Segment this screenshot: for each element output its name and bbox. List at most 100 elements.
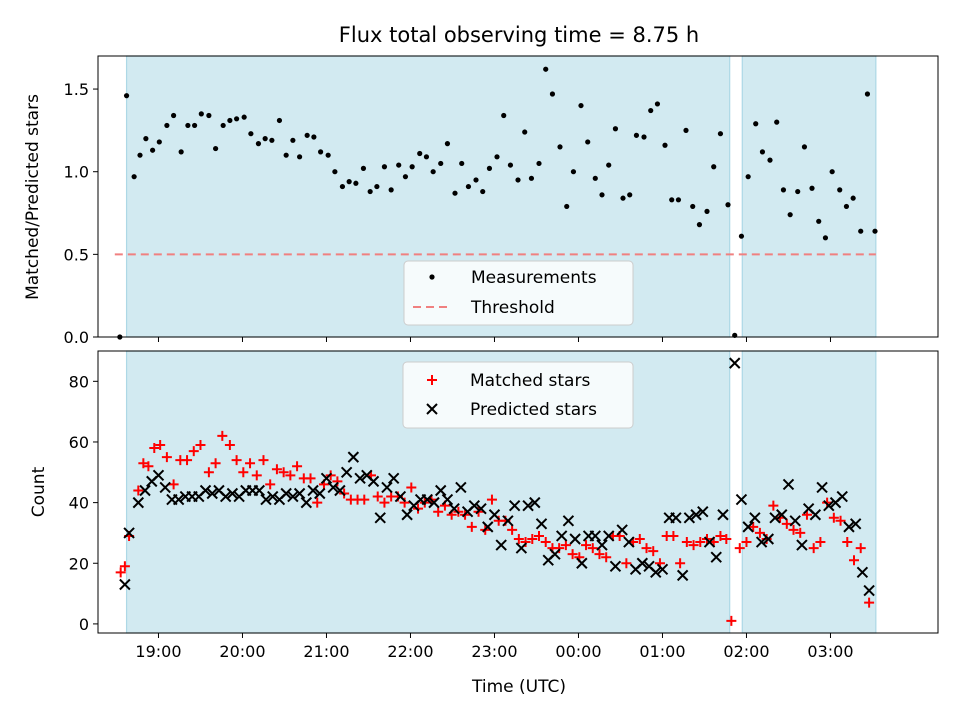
matched-star-point	[681, 537, 692, 548]
x-tick-label: 02:00	[723, 642, 769, 661]
predicted-star-point	[703, 536, 716, 548]
matched-star-point	[406, 482, 417, 493]
predicted-star-point	[280, 487, 292, 500]
measurement-point	[592, 175, 598, 181]
matched-star-point	[231, 455, 242, 466]
predicted-star-point	[482, 521, 494, 533]
predicted-star-point	[623, 536, 635, 548]
predicted-star-point	[502, 515, 514, 527]
matched-star-point	[379, 497, 390, 508]
measurement-point	[255, 141, 262, 147]
measurement-point	[557, 144, 563, 150]
measurement-point	[409, 164, 415, 170]
measurement-point	[227, 117, 233, 124]
measurement-point	[430, 169, 436, 175]
predicted-star-point	[749, 512, 761, 524]
measurement-point	[137, 152, 143, 158]
matched-star-point	[855, 543, 866, 554]
matched-star-point	[715, 530, 726, 541]
measurement-point	[262, 136, 268, 142]
predicted-star-point	[287, 490, 299, 503]
measurement-point	[801, 144, 808, 150]
matched-star-point	[119, 561, 130, 572]
matched-star-point	[195, 440, 206, 450]
predicted-star-point	[468, 499, 481, 512]
predicted-star-point	[219, 490, 232, 503]
predicted-star-point	[401, 509, 413, 521]
predicted-star-point	[522, 499, 534, 512]
matched-star-point	[520, 537, 531, 548]
predicted-star-point	[729, 357, 741, 369]
predicted-star-point	[226, 487, 239, 500]
matched-star-point	[688, 540, 699, 551]
measurement-point	[304, 132, 310, 138]
matched-star-point	[781, 518, 792, 529]
matched-star-point	[210, 458, 221, 469]
measurement-point	[787, 212, 793, 218]
predicted-star-point	[327, 481, 339, 494]
matched-star-point	[203, 467, 214, 478]
measurement-point	[829, 169, 835, 175]
measurement-point	[480, 188, 486, 195]
matched-star-point	[808, 543, 819, 554]
matched-star-point	[641, 543, 652, 554]
measurement-point	[283, 152, 289, 158]
legend-measurements-label: Measurements	[471, 268, 597, 288]
matched-star-point	[560, 540, 571, 551]
top-observing-window	[741, 55, 877, 338]
matched-star-point	[621, 558, 632, 569]
measurement-point	[683, 127, 689, 133]
measurement-point	[381, 164, 388, 170]
measurement-point	[536, 160, 542, 167]
measurement-point	[599, 192, 605, 198]
predicted-star-point	[616, 524, 628, 536]
matched-star-point	[278, 467, 289, 478]
predicted-star-point	[199, 484, 212, 497]
measurement-point	[156, 139, 162, 145]
measurement-point	[123, 93, 130, 99]
top-plot-frame	[97, 55, 939, 338]
predicted-star-point	[549, 548, 561, 560]
measurement-point	[501, 112, 507, 119]
predicted-star-point	[717, 509, 729, 521]
measurement-point	[465, 183, 472, 190]
measurement-point	[725, 202, 731, 208]
matched-star-point	[466, 521, 477, 532]
matched-star-point	[587, 543, 598, 554]
predicted-star-point	[569, 533, 581, 545]
measurement-point	[843, 203, 850, 210]
matched-star-point	[258, 455, 269, 466]
predicted-star-point	[260, 493, 272, 506]
top-y-tick-label: 0.5	[64, 245, 89, 264]
measurement-point	[374, 183, 380, 190]
predicted-star-point	[314, 487, 326, 500]
measurement-point	[738, 233, 745, 239]
predicted-star-point	[253, 484, 265, 497]
matched-star-point	[849, 555, 859, 566]
measurement-point	[276, 117, 283, 124]
predicted-star-point	[603, 530, 615, 542]
bottom-legend: Matched stars Predicted stars	[402, 361, 634, 429]
predicted-star-point	[367, 475, 380, 488]
measurement-point	[234, 116, 240, 122]
matched-star-point	[161, 452, 172, 463]
matched-star-point	[486, 494, 497, 505]
measurement-point	[192, 122, 198, 129]
measurement-point	[872, 228, 878, 234]
measurement-point	[780, 187, 787, 193]
measurement-point	[850, 195, 856, 201]
measurement-point	[171, 112, 177, 119]
predicted-star-point	[448, 502, 460, 515]
top-panel: 0.0 0.5 1.0 1.5 Measurements Threshold	[64, 55, 939, 347]
predicted-star-point	[609, 560, 622, 572]
measurement-point	[809, 185, 815, 191]
matched-star-point	[581, 540, 592, 551]
measurement-point	[620, 195, 626, 201]
measurement-point	[220, 122, 226, 129]
measurement-point	[641, 134, 647, 140]
predicted-star-point	[119, 578, 131, 591]
top-y-axis-label: Matched/Predicted stars	[23, 94, 43, 300]
predicted-star-point	[293, 487, 306, 500]
matched-star-point	[788, 524, 799, 535]
